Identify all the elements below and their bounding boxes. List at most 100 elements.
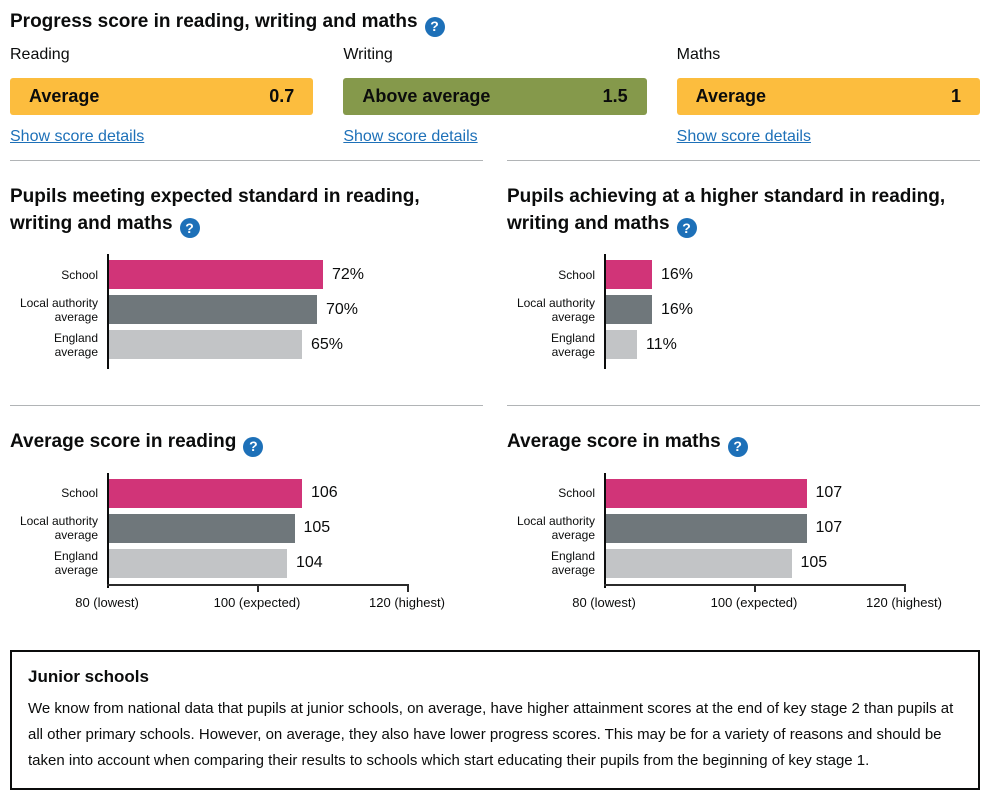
- show-score-details-link[interactable]: Show score details: [343, 127, 478, 145]
- chart-bar-row: Local authority average 105: [10, 513, 483, 543]
- junior-schools-title: Junior schools: [28, 666, 149, 686]
- bar-value-label: 107: [815, 484, 843, 501]
- bar: [107, 260, 323, 289]
- chart-bar-row: School 106: [10, 478, 483, 508]
- chart-section-reading-score: Average score in reading? School 106 Local…: [10, 405, 483, 642]
- chart-section-maths-score: Average score in maths? School 107 Local a…: [507, 405, 980, 642]
- score-band-badge: Average 0.7: [10, 77, 314, 115]
- bar-value-label: 16%: [661, 265, 694, 283]
- chart-bar-row: School 16%: [507, 260, 980, 289]
- chart-plot-area: School 16% Local authority average 16% Engla…: [507, 254, 980, 369]
- x-axis-tick-label: 100 (expected): [213, 594, 301, 610]
- bar: [107, 548, 287, 578]
- chart-title-text: Pupils meeting expected standard in read…: [10, 185, 420, 234]
- bar: [604, 513, 807, 543]
- x-axis-tick-label: 80 (lowest): [75, 594, 139, 610]
- chart-title-text: Average score in maths: [507, 431, 721, 452]
- bar-category-label: Local authority average: [516, 295, 595, 324]
- chart-plot-area: School 106 Local authority average 105 Engla…: [10, 472, 483, 588]
- bar-category-label: School: [558, 486, 595, 500]
- bar-chart-reading-score: School 106 Local authority average 105 Engla…: [10, 472, 483, 616]
- bar-category-label: England average: [550, 549, 595, 577]
- bar: [107, 330, 302, 359]
- bar: [604, 478, 807, 508]
- bar-value-label: 65%: [311, 335, 344, 353]
- chart-x-axis: 80 (lowest) 100 (expected) 120 (highest): [75, 578, 483, 616]
- x-axis-tick-label: 120 (highest): [866, 594, 942, 610]
- bar-value-label: 72%: [332, 265, 365, 283]
- chart-bar-row: School 72%: [10, 260, 483, 289]
- x-axis-tick-label: 120 (highest): [369, 594, 445, 610]
- x-axis-tick: [257, 584, 259, 592]
- score-band-badge: Above average 1.5: [343, 77, 647, 115]
- show-score-details-link[interactable]: Show score details: [676, 127, 811, 145]
- band-score: 1.5: [602, 85, 628, 106]
- bar-chart-higher-standard: School 16% Local authority average 16% Engla…: [507, 254, 980, 369]
- progress-subject-grid: Reading Average 0.7 Show score details W…: [10, 45, 980, 146]
- bar-category-label: Local authority average: [516, 514, 595, 542]
- x-axis-tick-label: 100 (expected): [710, 594, 798, 610]
- bar-value-label: 70%: [326, 300, 359, 318]
- chart-y-axis: [107, 254, 109, 369]
- subject-column-reading: Reading Average 0.7 Show score details: [10, 45, 314, 146]
- progress-section-title: Progress score in reading, writing and m…: [10, 8, 980, 37]
- subject-label: Maths: [676, 45, 721, 63]
- chart-y-axis: [604, 254, 606, 369]
- bar-category-label: School: [61, 267, 98, 282]
- chart-bar-row: Local authority average 70%: [10, 295, 483, 324]
- chart-plot-area: School 72% Local authority average 70% Engla…: [10, 254, 483, 369]
- chart-y-axis: [604, 472, 606, 588]
- junior-schools-box: Junior schools We know from national dat…: [10, 649, 980, 790]
- chart-title-text: Average score in reading: [10, 431, 237, 452]
- bar-value-label: 106: [311, 484, 338, 501]
- progress-score-section: Progress score in reading, writing and m…: [10, 8, 980, 146]
- bar: [604, 260, 652, 289]
- bar-value-label: 11%: [646, 335, 677, 353]
- subject-label: Writing: [343, 45, 393, 63]
- subject-column-writing: Writing Above average 1.5 Show score det…: [343, 45, 647, 146]
- chart-section-higher-standard: Pupils achieving at a higher standard in…: [507, 159, 980, 406]
- help-icon[interactable]: ?: [179, 218, 200, 238]
- bar-category-label: England average: [53, 330, 98, 359]
- help-icon[interactable]: ?: [424, 16, 445, 37]
- bar-chart-maths-score: School 107 Local authority average 107 Engla…: [507, 472, 980, 616]
- bar-category-label: School: [61, 486, 98, 500]
- band-name: Above average: [362, 85, 491, 106]
- chart-bar-row: England average 65%: [10, 330, 483, 359]
- progress-section-title-text: Progress score in reading, writing and m…: [10, 11, 418, 32]
- chart-bar-row: England average 105: [507, 548, 980, 578]
- bar: [604, 548, 792, 578]
- chart-x-axis: 80 (lowest) 100 (expected) 120 (highest): [572, 578, 980, 616]
- bar: [107, 513, 295, 543]
- bar-value-label: 16%: [661, 300, 694, 318]
- chart-y-axis: [107, 472, 109, 588]
- x-axis-tick-label: 80 (lowest): [572, 594, 636, 610]
- chart-bar-row: Local authority average 107: [507, 513, 980, 543]
- junior-schools-body: We know from national data that pupils a…: [28, 699, 954, 769]
- charts-grid: Pupils meeting expected standard in read…: [10, 159, 980, 642]
- x-axis-tick: [904, 584, 906, 592]
- bar-value-label: 104: [296, 554, 323, 571]
- bar-chart-expected-standard: School 72% Local authority average 70% Engla…: [10, 254, 483, 369]
- bar-category-label: England average: [550, 330, 595, 359]
- bar-category-label: Local authority average: [19, 514, 98, 542]
- bar: [107, 295, 317, 324]
- help-icon[interactable]: ?: [243, 436, 264, 457]
- subject-label: Reading: [10, 45, 70, 63]
- bar-category-label: England average: [53, 549, 98, 577]
- help-icon[interactable]: ?: [676, 218, 697, 238]
- show-score-details-link[interactable]: Show score details: [10, 127, 145, 145]
- chart-bar-row: School 107: [507, 478, 980, 508]
- bar-category-label: School: [558, 267, 595, 282]
- band-score: 0.7: [269, 85, 295, 106]
- chart-title: Average score in maths?: [507, 428, 980, 457]
- subject-column-maths: Maths Average 1 Show score details: [676, 45, 980, 146]
- band-score: 1: [950, 85, 961, 106]
- chart-bar-row: England average 104: [10, 548, 483, 578]
- score-band-badge: Average 1: [676, 77, 980, 115]
- help-icon[interactable]: ?: [727, 436, 748, 457]
- bar-value-label: 107: [815, 519, 843, 536]
- bar: [604, 295, 652, 324]
- chart-title-text: Pupils achieving at a higher standard in…: [507, 185, 946, 234]
